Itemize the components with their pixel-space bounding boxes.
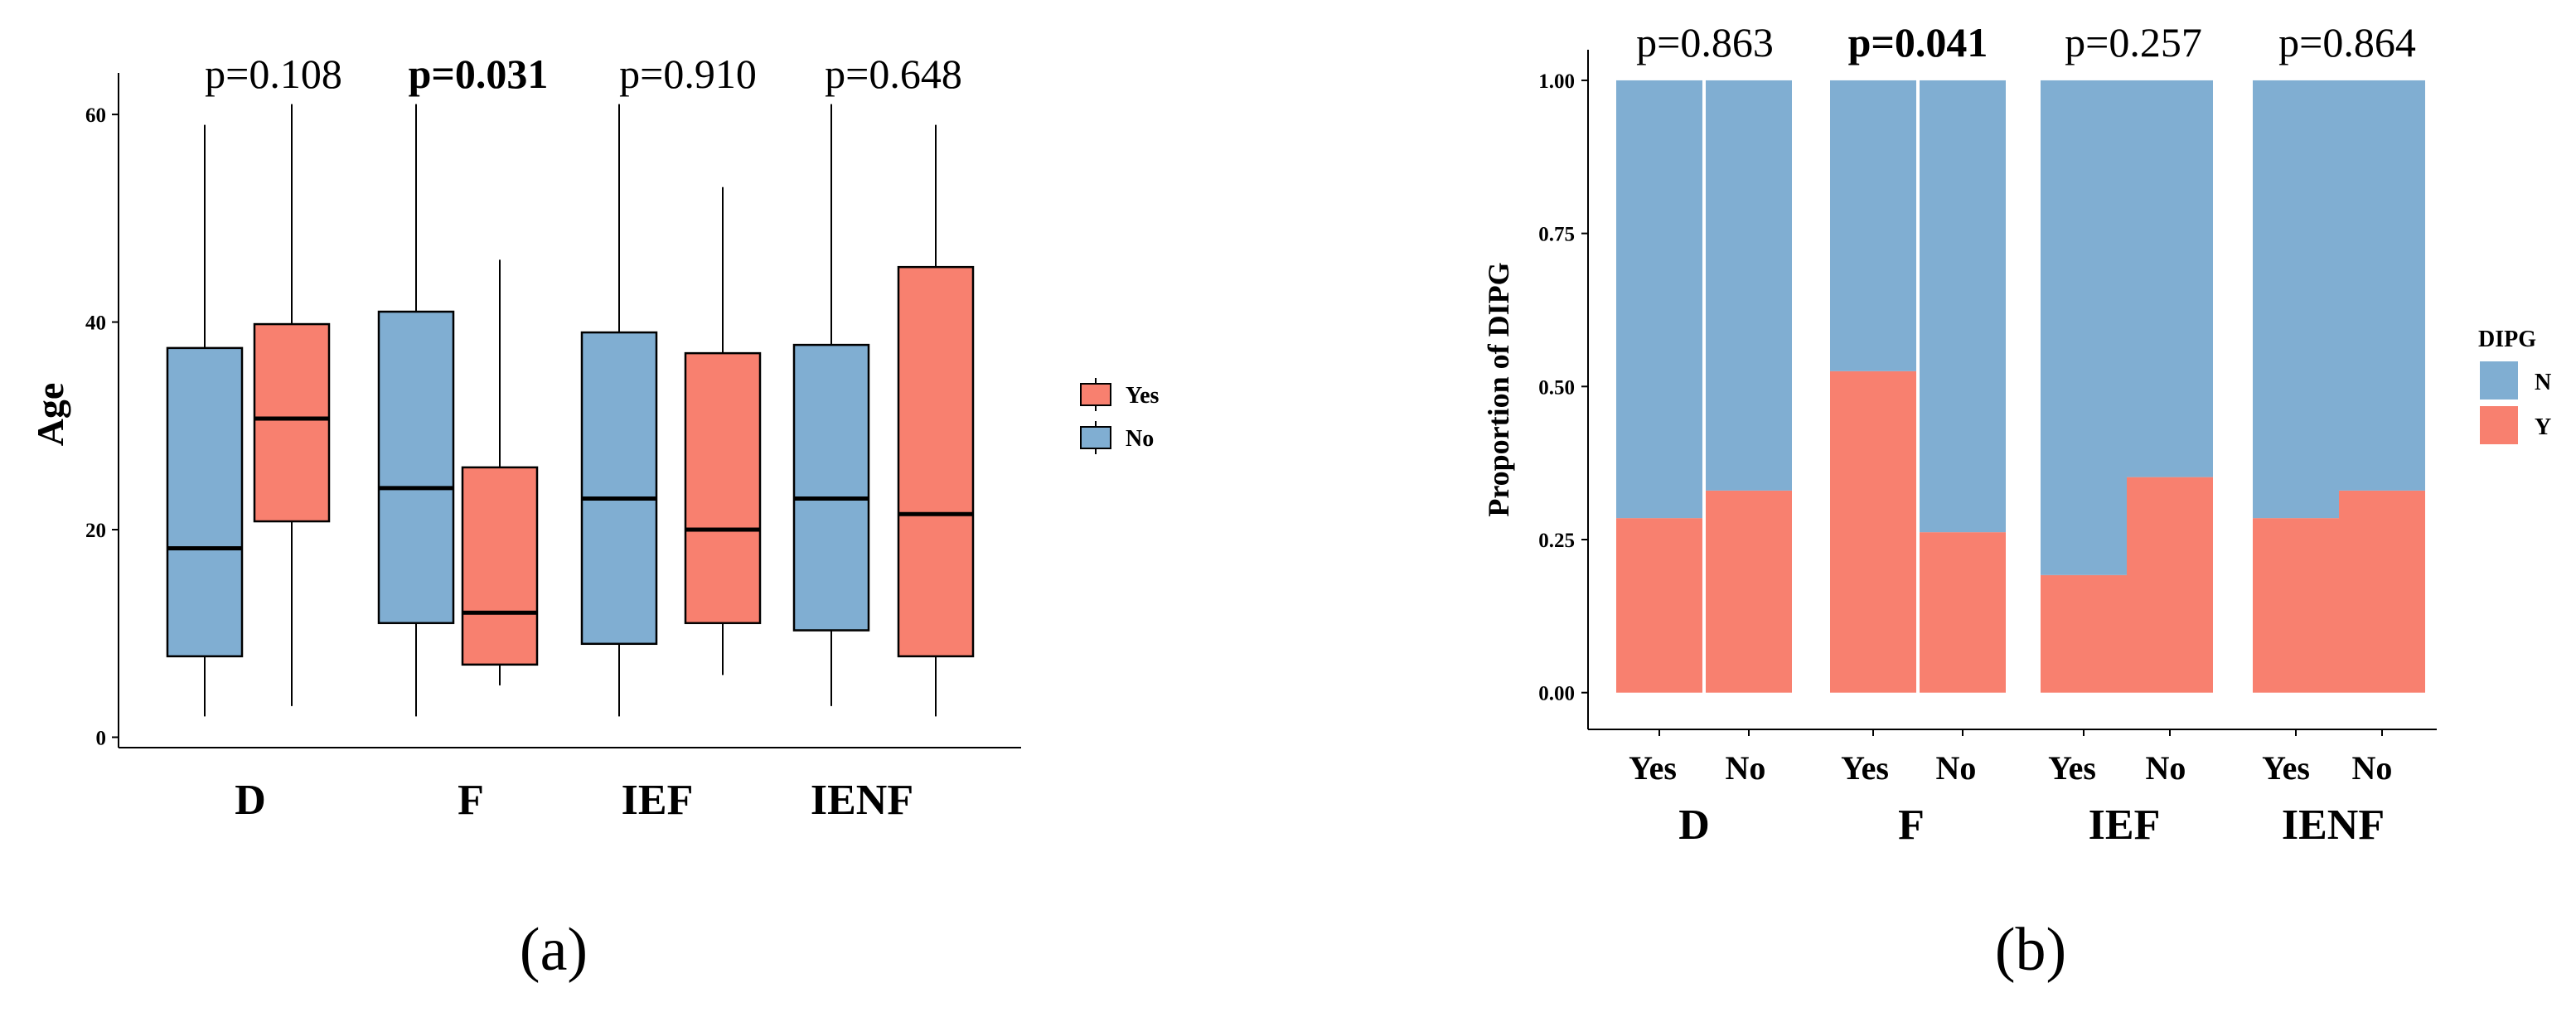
- box-d-no: [166, 124, 244, 717]
- bar-f-yes-n: [1830, 80, 1916, 371]
- b-x-ticks: [1658, 729, 2383, 736]
- b-p-value-d: p=0.863: [1636, 19, 1774, 65]
- bar-ief-yes-n: [2041, 80, 2127, 575]
- a-y-tick-label-0: 0: [96, 727, 107, 749]
- a-y-tick-label-20: 20: [85, 520, 106, 542]
- box-ief-no-iqr: [580, 331, 658, 646]
- bar-ief-no-n: [2127, 80, 2213, 477]
- b-y-ticks: 0.00 0.25 0.50 0.75 1.00: [1538, 70, 1588, 705]
- bar-f-no-n: [1920, 80, 2006, 533]
- b-sub-label-f-yes: Yes: [1841, 749, 1889, 787]
- box-f-no: [377, 104, 455, 717]
- b-y-axis-label: Proportion of DIPG: [1482, 262, 1515, 516]
- a-legend: Yes No: [1080, 378, 1160, 454]
- bar-f-no-y: [1920, 532, 2006, 693]
- b-sub-label-d-yes: Yes: [1629, 749, 1677, 787]
- b-bars: [1616, 80, 2425, 693]
- a-category-f: F: [458, 777, 484, 824]
- a-y-tick-label-60: 60: [85, 104, 106, 127]
- bar-d-no-n: [1706, 80, 1792, 491]
- b-sub-label-ienf-no: No: [2352, 749, 2393, 787]
- b-panel-label: (b): [1995, 916, 2066, 984]
- b-y-tick-label-0.75: 0.75: [1538, 224, 1575, 246]
- bar-ief-no-y: [2127, 477, 2213, 693]
- b-category-ienf: IENF: [2282, 801, 2385, 849]
- bar-ienf-no-n: [2339, 80, 2425, 491]
- b-sub-label-ief-yes: Yes: [2048, 749, 2096, 787]
- bar-d-no-y: [1706, 490, 1792, 693]
- box-d-yes-iqr: [253, 322, 331, 523]
- bar-ienf-yes-y: [2253, 518, 2339, 693]
- box-f-no-iqr: [377, 310, 455, 624]
- a-category-ienf: IENF: [811, 777, 913, 824]
- a-p-value-d: p=0.108: [205, 51, 342, 97]
- b-category-f: F: [1898, 801, 1925, 849]
- bar-d-yes-n: [1616, 80, 1702, 519]
- a-legend-no-swatch: [1080, 426, 1111, 449]
- box-ienf-no-iqr: [792, 343, 870, 632]
- a-p-value-ienf: p=0.648: [825, 51, 962, 97]
- b-legend-n-label: N: [2535, 370, 2551, 395]
- bar-d-yes-y: [1616, 518, 1702, 693]
- a-y-tick-label-40: 40: [85, 312, 106, 335]
- b-category-d: D: [1678, 801, 1710, 849]
- a-legend-yes-label: Yes: [1126, 383, 1160, 409]
- b-legend-title: DIPG: [2478, 327, 2536, 352]
- box-f-yes: [461, 259, 539, 685]
- box-ief-yes: [684, 186, 762, 676]
- b-sub-label-ienf-yes: Yes: [2262, 749, 2310, 787]
- b-p-value-ief: p=0.257: [2065, 19, 2202, 65]
- b-p-value-f: p=0.041: [1848, 19, 1988, 65]
- bar-ienf-yes-n: [2253, 80, 2339, 519]
- b-y-tick-label-0.25: 0.25: [1538, 530, 1575, 552]
- b-y-tick-label-0.00: 0.00: [1538, 683, 1575, 705]
- box-d-no-iqr: [166, 346, 244, 658]
- a-y-ticks: 0 20 40 60: [85, 104, 119, 749]
- b-y-tick-label-1.00: 1.00: [1538, 70, 1575, 93]
- box-ienf-yes: [897, 124, 975, 717]
- b-legend-y-label: Y: [2535, 414, 2551, 440]
- a-category-ief: IEF: [622, 777, 694, 824]
- b-sub-label-f-no: No: [1936, 749, 1977, 787]
- b-legend: DIPG N Y: [2478, 327, 2551, 444]
- box-d-yes: [253, 104, 331, 706]
- b-p-value-ienf: p=0.864: [2278, 19, 2416, 65]
- panel-b-stacked-bar: 0.00 0.25 0.50 0.75 1.00 p=0.863 p=0.041 p=0…: [1482, 19, 2551, 984]
- box-ief-no: [580, 104, 658, 717]
- a-category-d: D: [235, 777, 266, 824]
- box-ienf-yes-iqr: [897, 265, 975, 658]
- a-p-value-f: p=0.031: [409, 51, 549, 97]
- a-legend-no-label: No: [1126, 426, 1154, 452]
- a-y-axis-label: Age: [29, 383, 71, 447]
- b-sub-label-ief-no: No: [2146, 749, 2186, 787]
- b-sub-label-d-no: No: [1726, 749, 1766, 787]
- b-category-ief: IEF: [2089, 801, 2161, 849]
- bar-f-yes-y: [1830, 370, 1916, 693]
- a-legend-yes-swatch: [1080, 383, 1111, 406]
- bar-ienf-no-y: [2339, 490, 2425, 693]
- a-boxes: [166, 104, 975, 717]
- b-legend-n-swatch: [2480, 361, 2518, 400]
- box-f-yes-iqr: [461, 466, 539, 666]
- bar-ief-yes-y: [2041, 574, 2127, 693]
- a-panel-label: (a): [520, 916, 588, 984]
- b-legend-y-swatch: [2480, 406, 2518, 444]
- b-y-tick-label-0.50: 0.50: [1538, 376, 1575, 399]
- a-p-value-ief: p=0.910: [619, 51, 757, 97]
- box-ief-yes-iqr: [684, 351, 762, 624]
- box-ienf-no: [792, 104, 870, 706]
